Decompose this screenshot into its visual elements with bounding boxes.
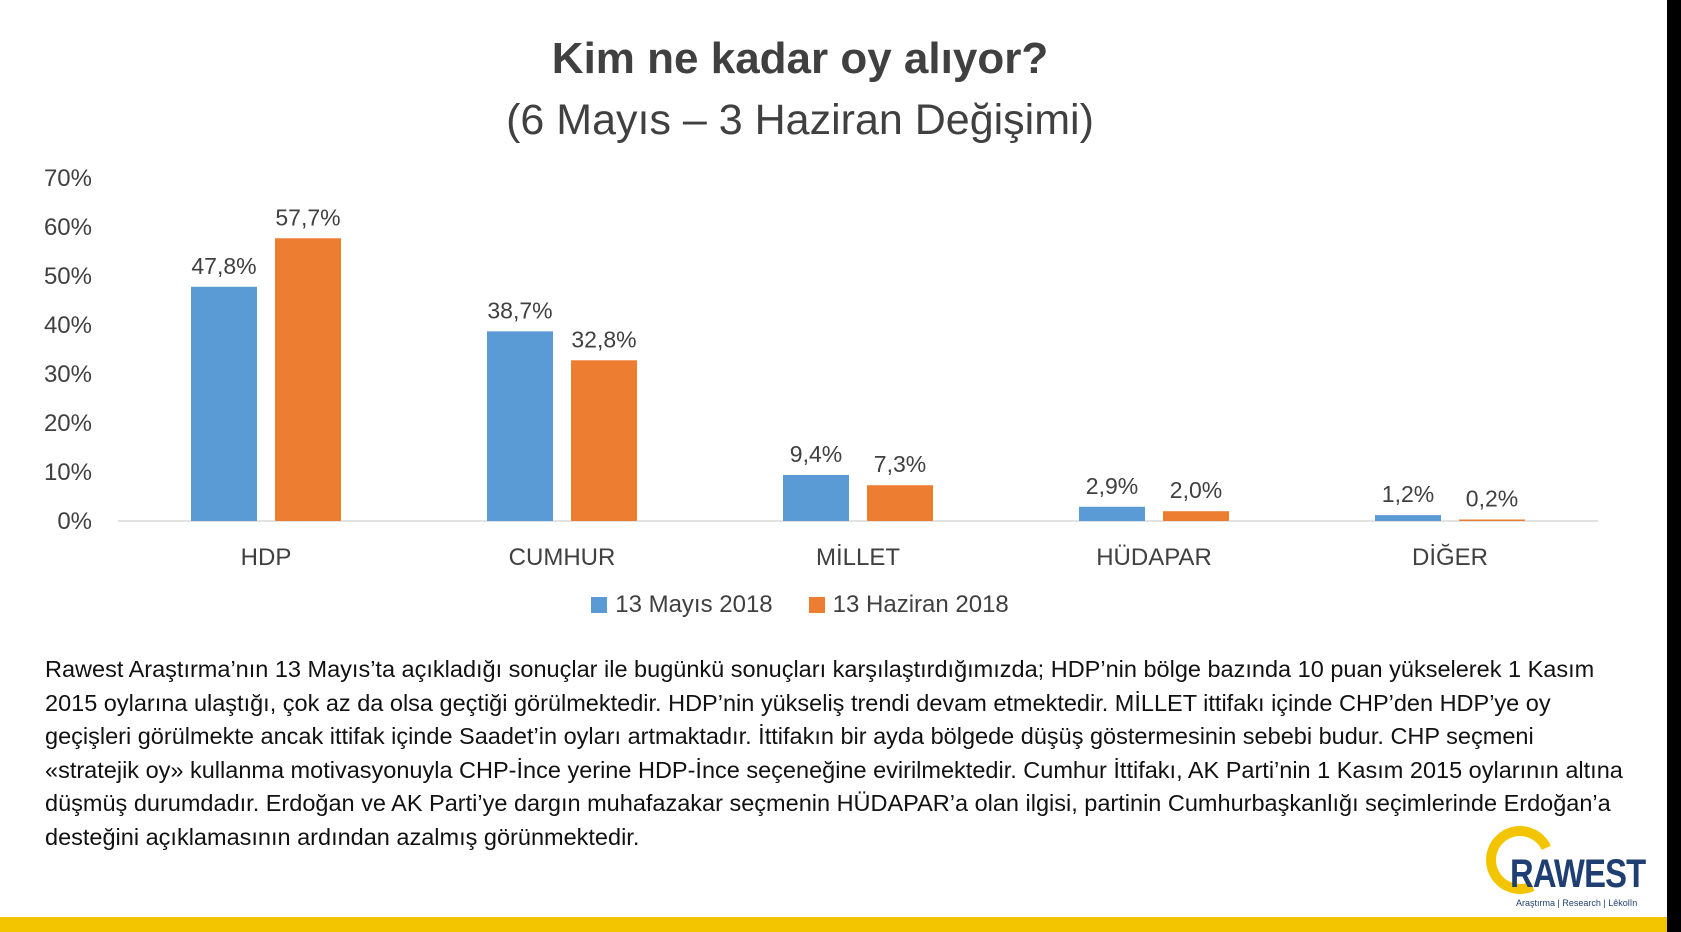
bar-mayis — [191, 286, 257, 521]
legend-swatch-mayis — [591, 597, 608, 613]
logo-wordmark: RAWEST — [1510, 852, 1646, 896]
y-tick-label: 30% — [44, 361, 92, 388]
y-tick-label: 70% — [44, 165, 92, 192]
bar-haziran — [571, 360, 637, 521]
data-label: 0,2% — [1466, 486, 1518, 512]
y-tick-label: 20% — [44, 410, 92, 437]
x-tick-label: CUMHUR — [509, 544, 616, 571]
y-tick-label: 10% — [44, 459, 92, 486]
bar-haziran — [275, 238, 341, 521]
x-tick-label: DİĞER — [1412, 544, 1488, 571]
y-tick-label: 60% — [44, 214, 92, 241]
description-paragraph: Rawest Araştırma’nın 13 Mayıs’ta açıklad… — [45, 656, 1623, 850]
logo-tagline: Araştırma | Research | Lêkolîn — [1516, 898, 1638, 908]
rawest-logo: RAWEST Araştırma | Research | Lêkolîn — [1476, 816, 1646, 912]
data-label: 57,7% — [275, 204, 340, 230]
bar-chart: 0% 10% 20% 30% 40% 50% 60% 70% 47,8% 57,7% HDP 38,7… — [44, 165, 1598, 571]
chart-title: Kim ne kadar oy alıyor? — [551, 34, 1049, 83]
bar-mayis — [783, 474, 849, 521]
bar-haziran — [867, 485, 933, 521]
data-label: 7,3% — [874, 451, 926, 477]
data-label: 2,9% — [1086, 473, 1138, 499]
bar-mayis — [487, 331, 553, 521]
y-tick-label: 0% — [57, 508, 92, 535]
chart-subtitle: (6 Mayıs – 3 Haziran Değişimi) — [506, 96, 1094, 144]
chart-legend: 13 Mayıs 2018 13 Haziran 2018 — [0, 591, 1600, 619]
data-label: 2,0% — [1170, 477, 1222, 503]
data-label: 9,4% — [790, 441, 842, 467]
legend-label-mayis: 13 Mayıs 2018 — [615, 591, 773, 618]
right-edge-strip — [1667, 0, 1681, 932]
x-tick-label: HÜDAPAR — [1096, 544, 1212, 571]
legend-item-haziran: 13 Haziran 2018 — [808, 591, 1009, 619]
x-tick-label: HDP — [241, 544, 292, 571]
bottom-accent-bar — [0, 917, 1667, 932]
data-label: 1,2% — [1382, 481, 1434, 507]
bar-haziran — [1163, 511, 1229, 521]
legend-item-mayis: 13 Mayıs 2018 — [591, 591, 773, 619]
bar-mayis — [1375, 515, 1441, 521]
data-label: 47,8% — [191, 253, 256, 279]
x-tick-label: MİLLET — [816, 544, 900, 571]
data-label: 38,7% — [487, 297, 552, 323]
y-tick-label: 50% — [44, 263, 92, 290]
bar-mayis — [1079, 506, 1145, 521]
y-tick-label: 40% — [44, 312, 92, 339]
legend-label-haziran: 13 Haziran 2018 — [832, 591, 1009, 618]
bar-haziran — [1459, 519, 1525, 521]
data-label: 32,8% — [571, 326, 636, 352]
legend-swatch-haziran — [808, 597, 825, 613]
